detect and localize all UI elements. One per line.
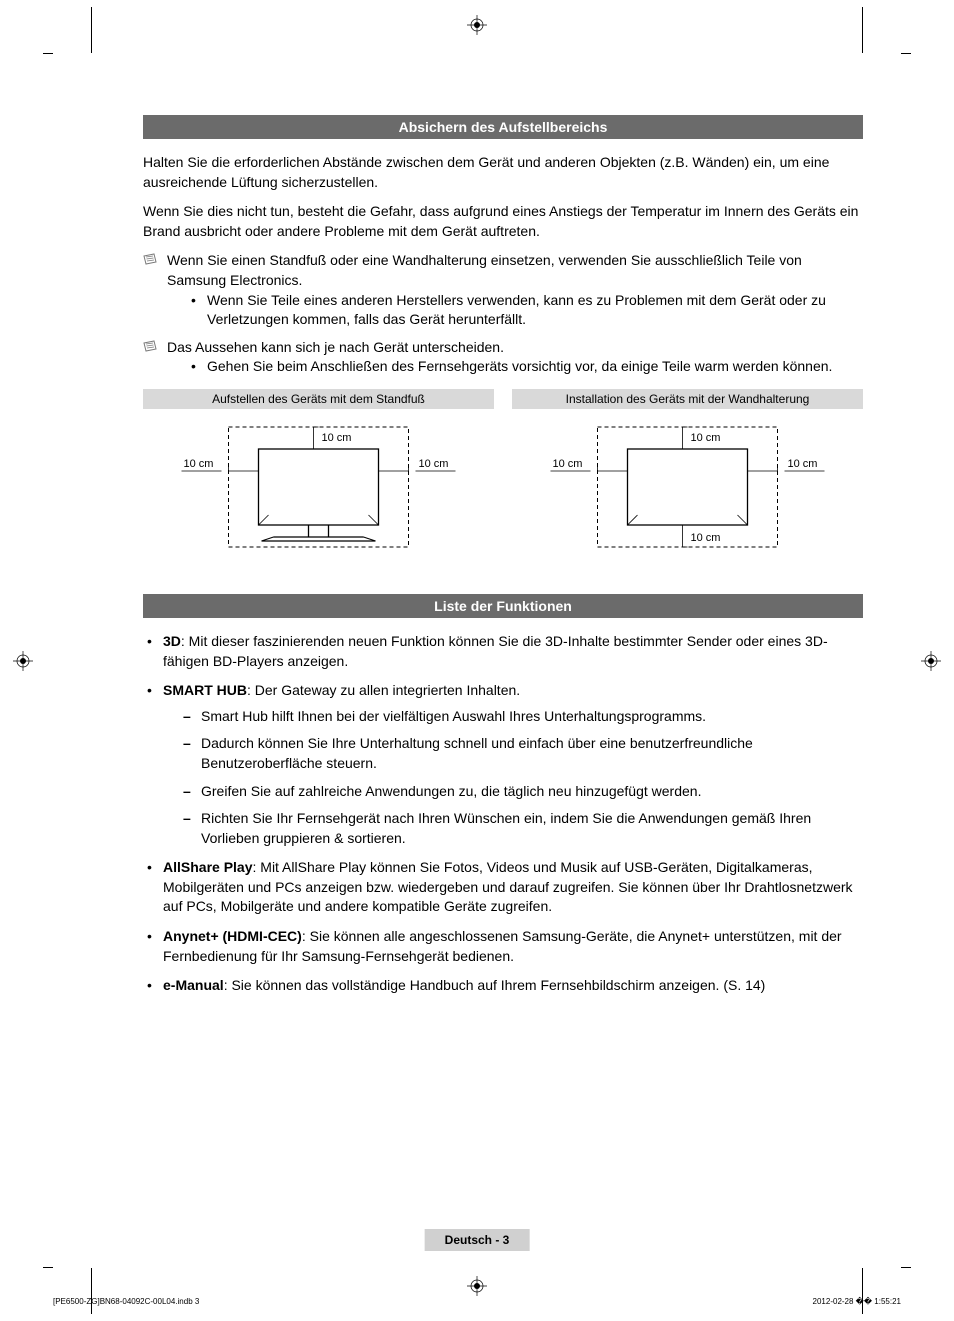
crop-mark (91, 7, 92, 53)
crop-mark (862, 7, 863, 53)
diagram-title: Aufstellen des Geräts mit dem Standfuß (143, 389, 494, 409)
dash-item: Smart Hub hilft Ihnen bei der vielfältig… (183, 707, 863, 727)
note-text: Wenn Sie einen Standfuß oder eine Wandha… (167, 252, 802, 288)
page-number: Deutsch - 3 (425, 1229, 530, 1251)
feature-item: 3D: Mit dieser faszinierenden neuen Funk… (143, 632, 863, 671)
crop-mark (901, 53, 911, 54)
feature-label: e-Manual (163, 977, 224, 993)
svg-text:10 cm: 10 cm (322, 432, 352, 444)
bullet-item: Gehen Sie beim Anschließen des Fernsehge… (191, 357, 863, 377)
diagram-wall: Installation des Geräts mit der Wandhalt… (512, 389, 863, 564)
feature-text: : Sie können das vollständige Handbuch a… (224, 977, 766, 993)
body-text: Wenn Sie dies nicht tun, besteht die Gef… (143, 202, 863, 241)
registration-mark-icon (467, 15, 487, 35)
crop-mark (43, 53, 53, 54)
note-icon (143, 253, 157, 265)
svg-text:10 cm: 10 cm (788, 458, 818, 470)
note-item: Wenn Sie einen Standfuß oder eine Wandha… (143, 251, 863, 329)
note-icon (143, 340, 157, 352)
feature-item: AllShare Play: Mit AllShare Play können … (143, 858, 863, 917)
tv-wall-diagram: 10 cm 10 cm 10 cm (512, 409, 863, 564)
registration-mark-icon (921, 651, 941, 671)
section-header: Absichern des Aufstellbereichs (143, 115, 863, 139)
tv-stand-diagram: 10 cm 10 cm 10 cm (143, 409, 494, 564)
dash-item: Greifen Sie auf zahlreiche Anwendungen z… (183, 782, 863, 802)
dash-item: Richten Sie Ihr Fernsehgerät nach Ihren … (183, 809, 863, 848)
feature-text: : Mit AllShare Play können Sie Fotos, Vi… (163, 859, 853, 914)
feature-label: AllShare Play (163, 859, 253, 875)
note-list: Wenn Sie einen Standfuß oder eine Wandha… (143, 251, 863, 377)
svg-text:10 cm: 10 cm (184, 458, 214, 470)
registration-mark-icon (13, 651, 33, 671)
crop-mark (862, 1268, 863, 1314)
print-footer: [PE6500-ZG]BN68-04092C-00L04.indb 3 2012… (53, 1297, 901, 1306)
print-footer-left: [PE6500-ZG]BN68-04092C-00L04.indb 3 (53, 1297, 199, 1306)
feature-item: SMART HUB: Der Gateway zu allen integrie… (143, 681, 863, 848)
svg-text:10 cm: 10 cm (553, 458, 583, 470)
crop-mark (901, 1267, 911, 1268)
print-footer-right: 2012-02-28 �� 1:55:21 (813, 1297, 901, 1306)
svg-text:10 cm: 10 cm (419, 458, 449, 470)
note-item: Das Aussehen kann sich je nach Gerät unt… (143, 338, 863, 377)
svg-text:10 cm: 10 cm (691, 432, 721, 444)
feature-text: : Mit dieser faszinierenden neuen Funkti… (163, 633, 828, 669)
dash-item: Dadurch können Sie Ihre Unterhaltung sch… (183, 734, 863, 773)
feature-label: Anynet+ (HDMI-CEC) (163, 928, 302, 944)
crop-mark (43, 1267, 53, 1268)
feature-item: e-Manual: Sie können das vollständige Ha… (143, 976, 863, 996)
feature-text: : Der Gateway zu allen integrierten Inha… (247, 682, 520, 698)
diagram-title: Installation des Geräts mit der Wandhalt… (512, 389, 863, 409)
section-header: Liste der Funktionen (143, 594, 863, 618)
note-text: Das Aussehen kann sich je nach Gerät unt… (167, 339, 504, 355)
bullet-item: Wenn Sie Teile eines anderen Herstellers… (191, 291, 863, 330)
crop-mark (91, 1268, 92, 1314)
svg-text:10 cm: 10 cm (691, 532, 721, 544)
diagram-row: Aufstellen des Geräts mit dem Standfuß (143, 389, 863, 564)
registration-mark-icon (467, 1276, 487, 1296)
feature-label: 3D (163, 633, 181, 649)
page: Absichern des Aufstellbereichs Halten Si… (53, 15, 901, 1306)
body-text: Halten Sie die erforderlichen Abstände z… (143, 153, 863, 192)
content-area: Absichern des Aufstellbereichs Halten Si… (143, 115, 863, 1006)
feature-list: 3D: Mit dieser faszinierenden neuen Funk… (143, 632, 863, 996)
feature-label: SMART HUB (163, 682, 247, 698)
feature-item: Anynet+ (HDMI-CEC): Sie können alle ange… (143, 927, 863, 966)
diagram-stand: Aufstellen des Geräts mit dem Standfuß (143, 389, 494, 564)
